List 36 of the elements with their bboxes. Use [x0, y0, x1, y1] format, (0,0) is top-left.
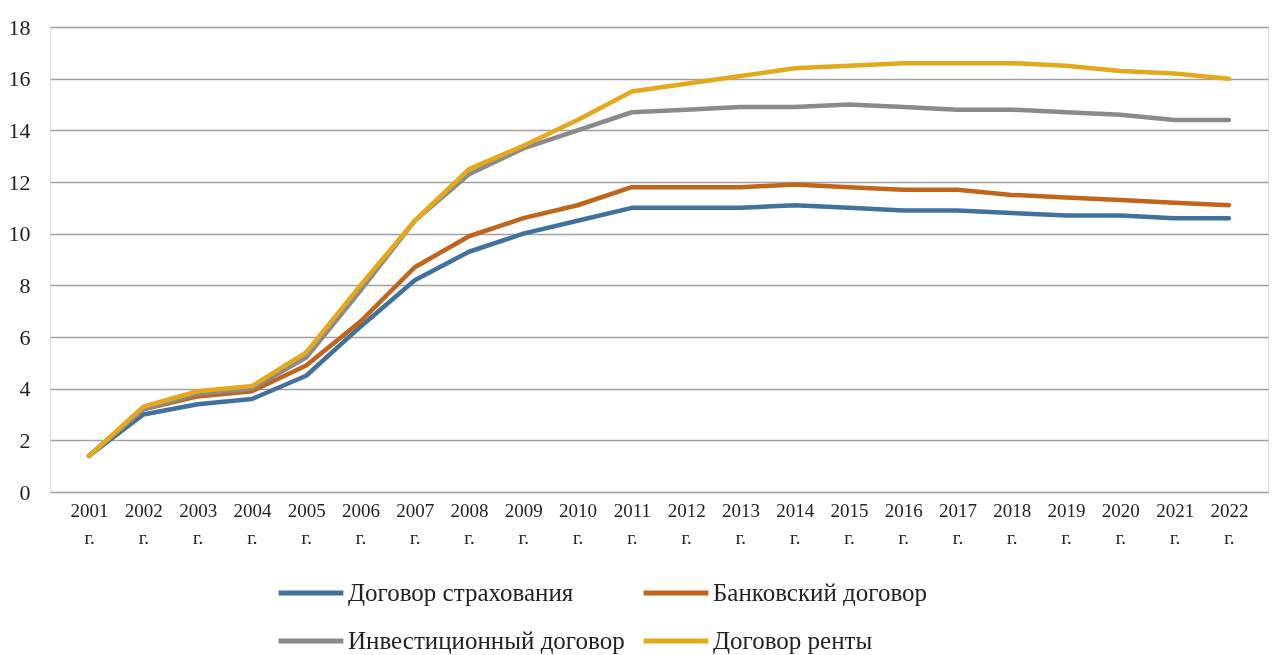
x-tick-label: 2007 г.: [396, 499, 435, 548]
x-tick-label: 2020 г.: [1101, 499, 1140, 548]
y-tick-label: 2: [19, 427, 31, 453]
x-tick-label: 2017 г.: [939, 499, 978, 548]
x-tick-label: 2001 г.: [70, 499, 109, 548]
x-tick-label: 2006 г.: [341, 499, 380, 548]
x-tick-label: 2009 г.: [504, 499, 543, 548]
y-tick-label: 8: [19, 272, 31, 298]
legend-label: Банковский договор: [713, 579, 928, 606]
x-tick-label: 2015 г.: [830, 499, 869, 548]
y-tick-label: 12: [8, 169, 31, 195]
y-tick-label: 10: [8, 221, 31, 247]
y-tick-label: 0: [19, 479, 31, 505]
x-tick-label: 2002 г.: [124, 499, 163, 548]
x-tick-label: 2010 г.: [559, 499, 598, 548]
y-tick-label: 6: [19, 324, 31, 350]
x-tick-label: 2004 г.: [233, 499, 272, 548]
x-tick-label: 2019 г.: [1047, 499, 1086, 548]
x-tick-label: 2005 г.: [287, 499, 326, 548]
x-tick-label: 2021 г.: [1156, 499, 1195, 548]
y-tick-label: 4: [19, 376, 31, 402]
x-tick-label: 2008 г.: [450, 499, 489, 548]
legend-label: Инвестиционный договор: [348, 627, 625, 654]
x-tick-label: 2022 г.: [1210, 499, 1249, 548]
x-tick-label: 2013 г.: [721, 499, 760, 548]
x-tick-label: 2011 г.: [613, 499, 652, 548]
x-tick-label: 2003 г.: [179, 499, 218, 548]
legend-label: Договор ренты: [713, 627, 873, 654]
x-tick-label: 2018 г.: [993, 499, 1032, 548]
x-tick-label: 2016 г.: [884, 499, 923, 548]
x-tick-label: 2014 г.: [776, 499, 815, 548]
legend-label: Договор страхования: [348, 579, 574, 606]
x-tick-label: 2012 г.: [667, 499, 706, 548]
y-tick-label: 18: [8, 14, 31, 40]
y-tick-label: 16: [8, 66, 31, 92]
y-tick-label: 14: [8, 117, 31, 143]
